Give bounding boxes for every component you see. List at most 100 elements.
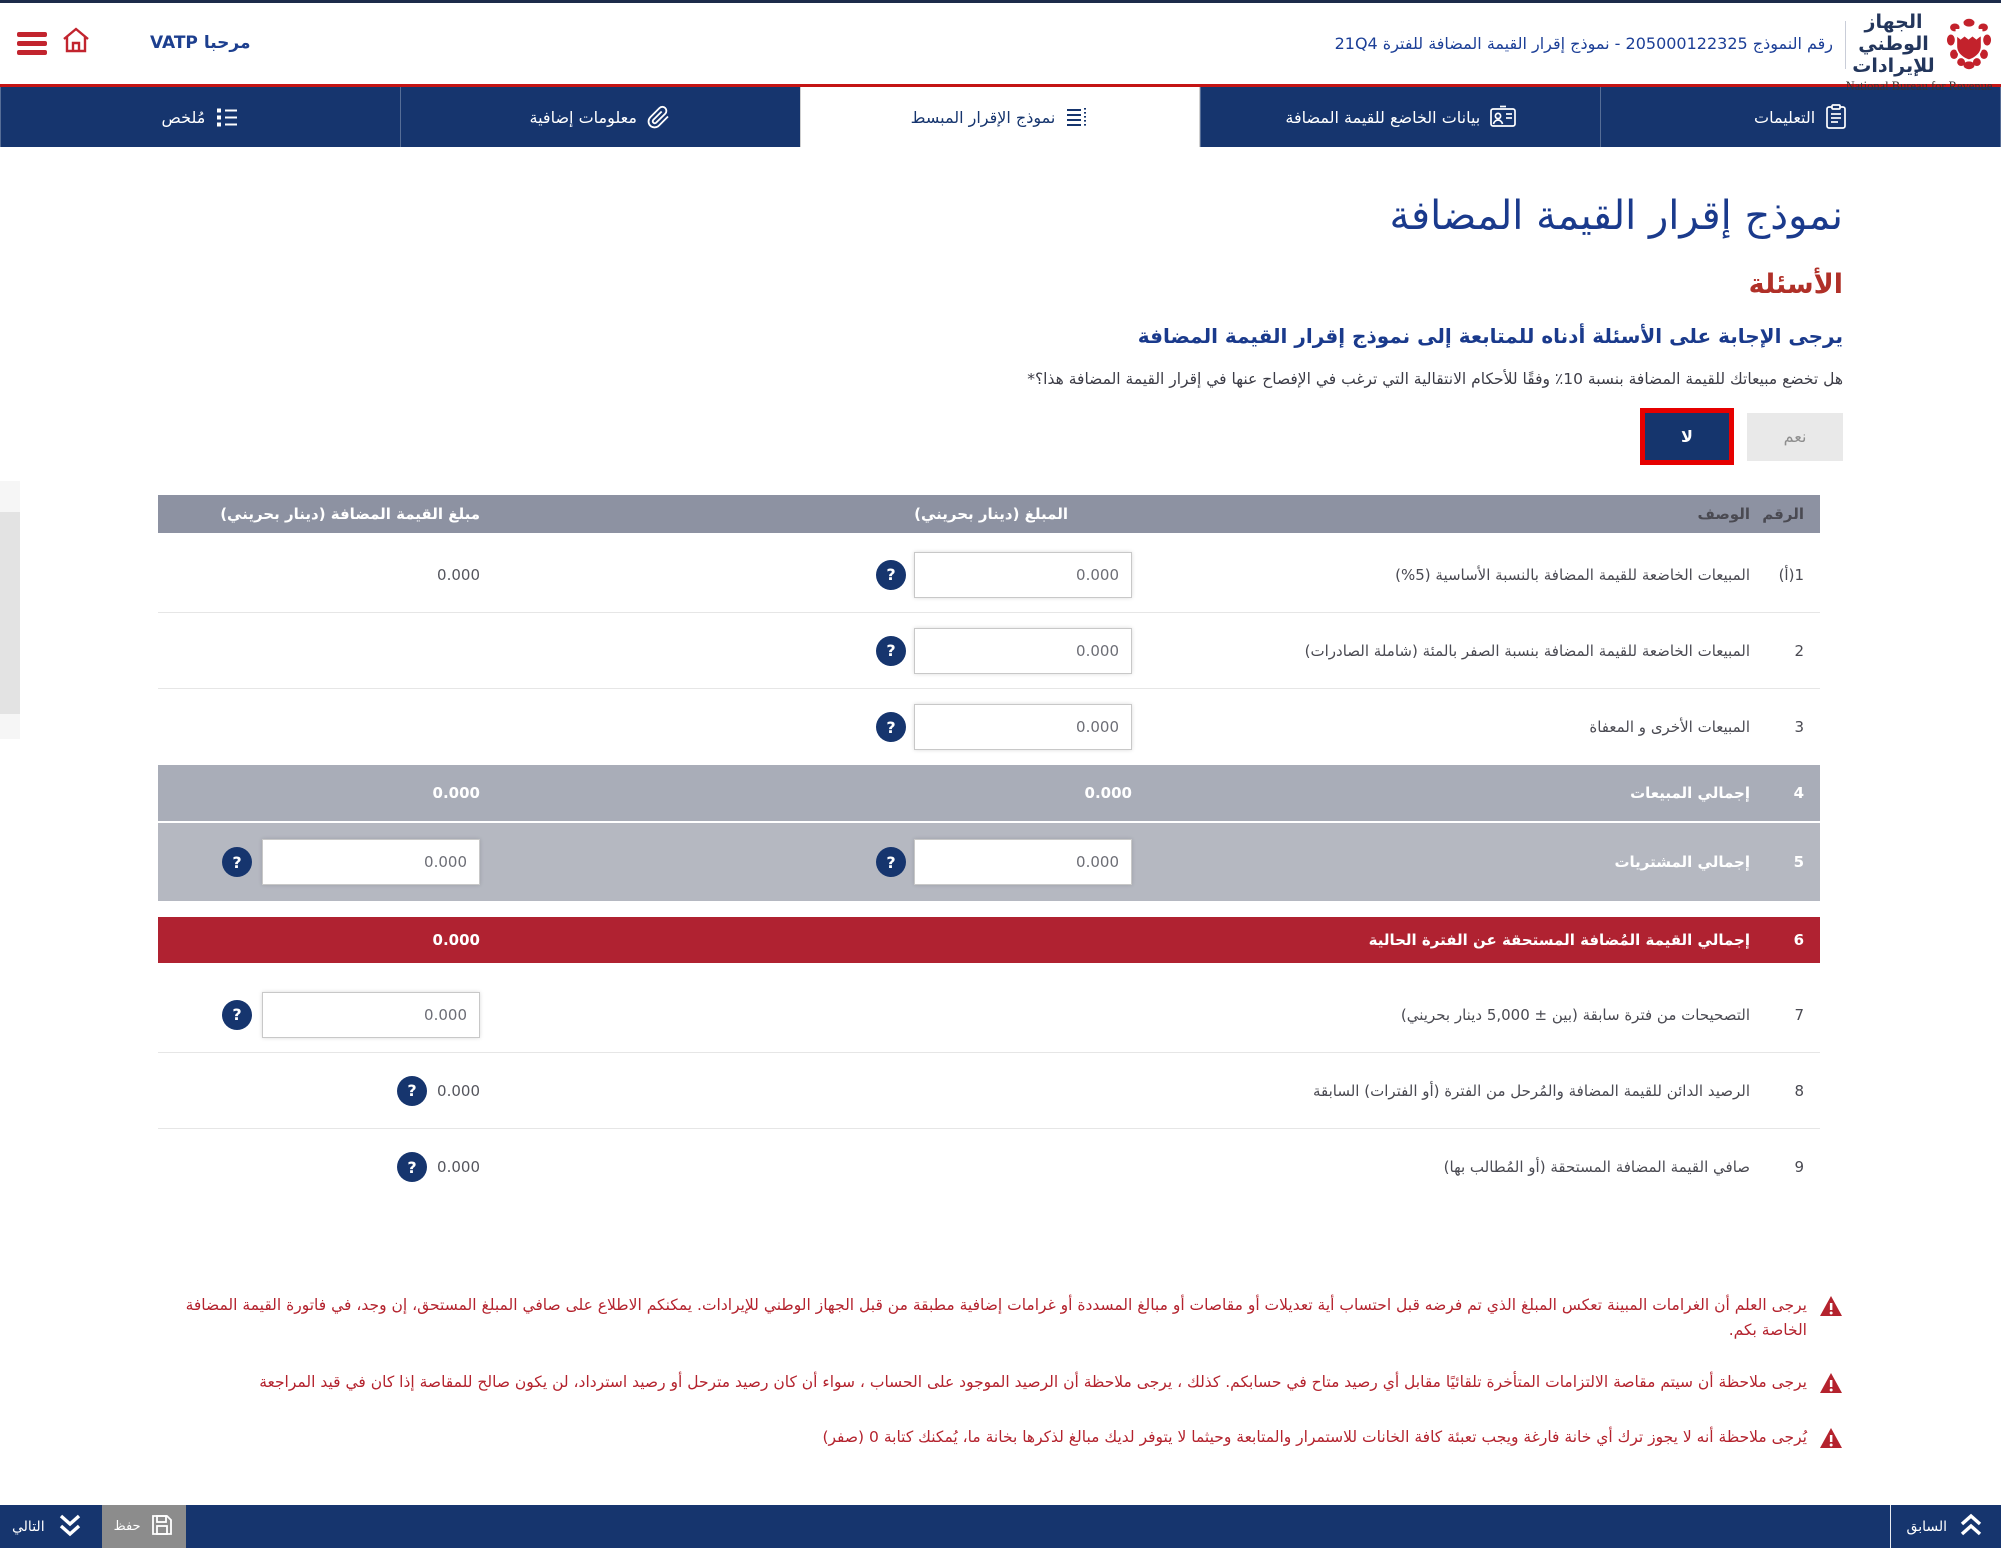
row-description: صافي القيمة المضافة المستحقة (أو المُطال… xyxy=(1443,1158,1750,1176)
amount-input[interactable] xyxy=(914,839,1132,885)
row-description: إجمالي المشتريات xyxy=(1614,853,1750,871)
hamburger-menu-icon[interactable] xyxy=(17,32,47,59)
tab-label: نموذج الإقرار المبسط xyxy=(910,107,1056,127)
taxpayer-card-icon xyxy=(1490,105,1517,129)
warning-triangle-icon xyxy=(1819,1427,1843,1453)
top-header: مرحبا VATP رقم النموذج 205000122325 - نم… xyxy=(0,0,2001,93)
row-number: 9 xyxy=(1794,1158,1804,1176)
summary-list-icon xyxy=(215,105,239,129)
column-header-number: الرقم xyxy=(1762,505,1804,523)
vat-amount-cell: 0.000 ? xyxy=(158,1152,638,1182)
next-button[interactable]: التالي xyxy=(0,1512,102,1542)
table-row-1a: 1(أ) المبيعات الخاضعة للقيمة المضافة بال… xyxy=(158,537,1820,613)
column-header-amount: المبلغ (دينار بحريني) xyxy=(914,505,1068,523)
main-content: نموذج إقرار القيمة المضافة الأسئلة يرجى … xyxy=(0,193,2001,1551)
bahrain-emblem-icon xyxy=(1946,18,1992,70)
nbr-logo: الجهاز الوطني للإيرادات National Bureau … xyxy=(1845,11,1993,94)
warning-triangle-icon xyxy=(1819,1372,1843,1398)
row-description: المبيعات الخاضعة للقيمة المضافة بالنسبة … xyxy=(1395,565,1750,584)
row-number: 3 xyxy=(1794,718,1804,736)
amount-input[interactable] xyxy=(914,627,1132,674)
help-icon[interactable]: ? xyxy=(876,847,906,877)
questions-intro: يرجى الإجابة على الأسئلة أدناه للمتابعة … xyxy=(1137,324,1843,348)
table-row-6-total-vat-due: 6 إجمالي القيمة المُضافة المستحقة عن الف… xyxy=(158,917,1820,963)
previous-label: السابق xyxy=(1906,1518,1947,1535)
question-text: هل تخضع مبيعاتك للقيمة المضافة بنسبة 10٪… xyxy=(1027,370,1843,388)
vat-amount-input[interactable] xyxy=(262,839,480,885)
warning-note-text: يرجى ملاحظة أن سيتم مقاصة الالتزامات الم… xyxy=(259,1373,1807,1391)
table-row-8-credit-balance: 8 الرصيد الدائن للقيمة المضافة والمُرحل … xyxy=(158,1053,1820,1129)
row-description: الرصيد الدائن للقيمة المضافة والمُرحل من… xyxy=(1312,1081,1750,1100)
double-chevron-up-icon xyxy=(1957,1512,1985,1542)
tab-additional-information[interactable]: معلومات إضافية xyxy=(399,87,800,147)
amount-cell: ? xyxy=(638,704,1158,750)
vat-amount-cell: 0.000 ? xyxy=(158,1075,638,1106)
welcome-text: مرحبا VATP xyxy=(150,33,251,53)
vat-amount-input[interactable] xyxy=(262,991,480,1038)
table-row-7-corrections: 7 التصحيحات من فترة سابقة (بين ± 5,000 د… xyxy=(158,977,1820,1053)
header-separator xyxy=(1845,21,1846,69)
row-number: 8 xyxy=(1794,1081,1804,1100)
tab-label: التعليمات xyxy=(1754,107,1816,127)
answer-yes-button[interactable]: نعم xyxy=(1747,412,1843,461)
amount-cell: ? xyxy=(638,627,1158,674)
amount-input[interactable] xyxy=(914,551,1132,598)
table-row-9-net-vat: 9 صافي القيمة المضافة المستحقة (أو المُط… xyxy=(158,1129,1820,1205)
help-icon[interactable]: ? xyxy=(876,635,906,666)
warning-note: يرجى العلم أن الغرامات المبينة تعكس المب… xyxy=(158,1293,1843,1343)
vat-amount-value: 0.000 xyxy=(437,1081,480,1100)
instructions-clipboard-icon xyxy=(1825,104,1847,130)
vat-amount-value: 0.000 xyxy=(432,784,480,802)
home-icon[interactable] xyxy=(61,25,91,59)
row-description: إجمالي المبيعات xyxy=(1630,784,1750,802)
table-row-4-total-sales: 4 إجمالي المبيعات 0.000 0.000 xyxy=(158,765,1820,821)
row-number: 7 xyxy=(1794,1005,1804,1024)
warning-note: يرجى ملاحظة أن سيتم مقاصة الالتزامات الم… xyxy=(158,1370,1843,1398)
header-accent-line xyxy=(0,84,2001,87)
tab-simplified-return-form[interactable]: نموذج الإقرار المبسط xyxy=(799,87,1201,147)
tab-instructions[interactable]: التعليمات xyxy=(1600,87,2001,147)
form-reference: رقم النموذج 205000122325 - نموذج إقرار ا… xyxy=(1334,34,1833,53)
answer-buttons: نعم لا xyxy=(158,408,1843,465)
row-description: المبيعات الأخرى و المعفاة xyxy=(1589,718,1750,736)
vat-amount-value: 0.000 xyxy=(432,931,480,949)
warning-note-text: يرجى العلم أن الغرامات المبينة تعكس المب… xyxy=(185,1296,1807,1339)
table-row-3: 3 المبيعات الأخرى و المعفاة ? xyxy=(158,689,1820,765)
tab-label: بيانات الخاضع للقيمة المضافة xyxy=(1285,107,1481,127)
double-chevron-down-icon xyxy=(56,1512,84,1542)
row-number: 6 xyxy=(1793,931,1804,949)
table-row-2: 2 المبيعات الخاضعة للقيمة المضافة بنسبة … xyxy=(158,613,1820,689)
row-number: 4 xyxy=(1793,784,1804,802)
vat-amount-cell: ? xyxy=(158,839,638,885)
save-button[interactable]: حفظ xyxy=(101,1505,186,1548)
amount-cell: 0.000 xyxy=(638,784,1158,802)
row-number: 1(أ) xyxy=(1778,565,1804,584)
previous-button[interactable]: السابق xyxy=(1889,1505,2001,1548)
help-icon[interactable]: ? xyxy=(397,1075,428,1106)
footer-bar: السابق حفظ التالي xyxy=(0,1505,2001,1548)
help-icon[interactable]: ? xyxy=(222,999,252,1030)
amount-value: 0.000 xyxy=(1084,784,1132,802)
tab-label: مُلخص xyxy=(161,107,206,127)
warning-note-text: يُرجى ملاحظة أنه لا يجوز ترك أي خانة فار… xyxy=(822,1428,1807,1446)
row-description: المبيعات الخاضعة للقيمة المضافة بنسبة ال… xyxy=(1304,641,1750,660)
column-header-description: الوصف xyxy=(1697,505,1750,523)
tab-taxpayer-details[interactable]: بيانات الخاضع للقيمة المضافة xyxy=(1200,87,1600,147)
page-title: نموذج إقرار القيمة المضافة xyxy=(1389,193,1843,239)
help-icon[interactable]: ? xyxy=(397,1152,428,1182)
help-icon[interactable]: ? xyxy=(876,559,906,590)
questions-heading: الأسئلة xyxy=(1748,269,1843,300)
amount-input[interactable] xyxy=(914,704,1132,750)
help-icon[interactable]: ? xyxy=(222,847,252,877)
tab-summary[interactable]: مُلخص xyxy=(0,87,400,147)
vat-amount-cell: 0.000 xyxy=(158,931,638,949)
help-icon[interactable]: ? xyxy=(876,712,906,742)
answer-no-button[interactable]: لا xyxy=(1640,408,1734,465)
amount-cell: ? xyxy=(638,839,1158,885)
row-number: 2 xyxy=(1794,641,1804,660)
row-description: التصحيحات من فترة سابقة (بين ± 5,000 دين… xyxy=(1400,1005,1750,1024)
vat-amount-cell: ? xyxy=(158,991,638,1038)
left-scrollbar-thumb[interactable] xyxy=(0,512,20,714)
row-number: 5 xyxy=(1793,853,1804,871)
table-header-row: الرقم الوصف المبلغ (دينار بحريني) مبلغ ا… xyxy=(158,495,1820,533)
